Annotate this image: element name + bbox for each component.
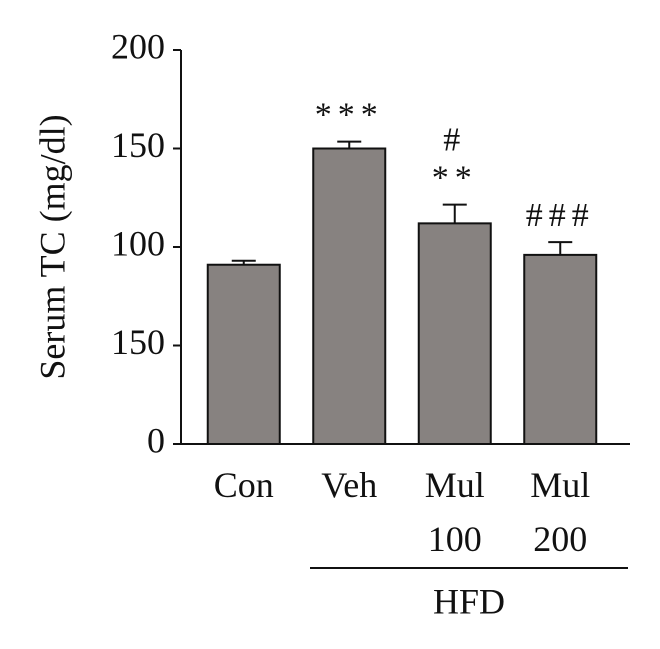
y-axis-label: Serum TC (mg/dl) [32,114,72,379]
y-tick-label: 200 [111,26,165,66]
y-tick-label: 0 [147,420,165,460]
x-tick-label: Mul 100 [424,465,485,559]
group-label: HFD [433,581,505,621]
y-tick-label: 100 [111,223,165,263]
y-tick-label: 150 [111,322,165,362]
x-tick-label: Mul 200 [530,465,591,559]
bar [206,263,281,446]
y-tick-label: 150 [111,125,165,165]
bar [523,253,598,445]
x-tick-label: Con [213,465,274,505]
annotation: *** [315,96,384,133]
x-tick-label: Veh [321,465,378,505]
bar [312,147,387,445]
annotation: # [443,121,466,158]
annotation: ### [526,197,595,234]
annotation: ** [432,159,478,196]
bar [417,222,492,445]
